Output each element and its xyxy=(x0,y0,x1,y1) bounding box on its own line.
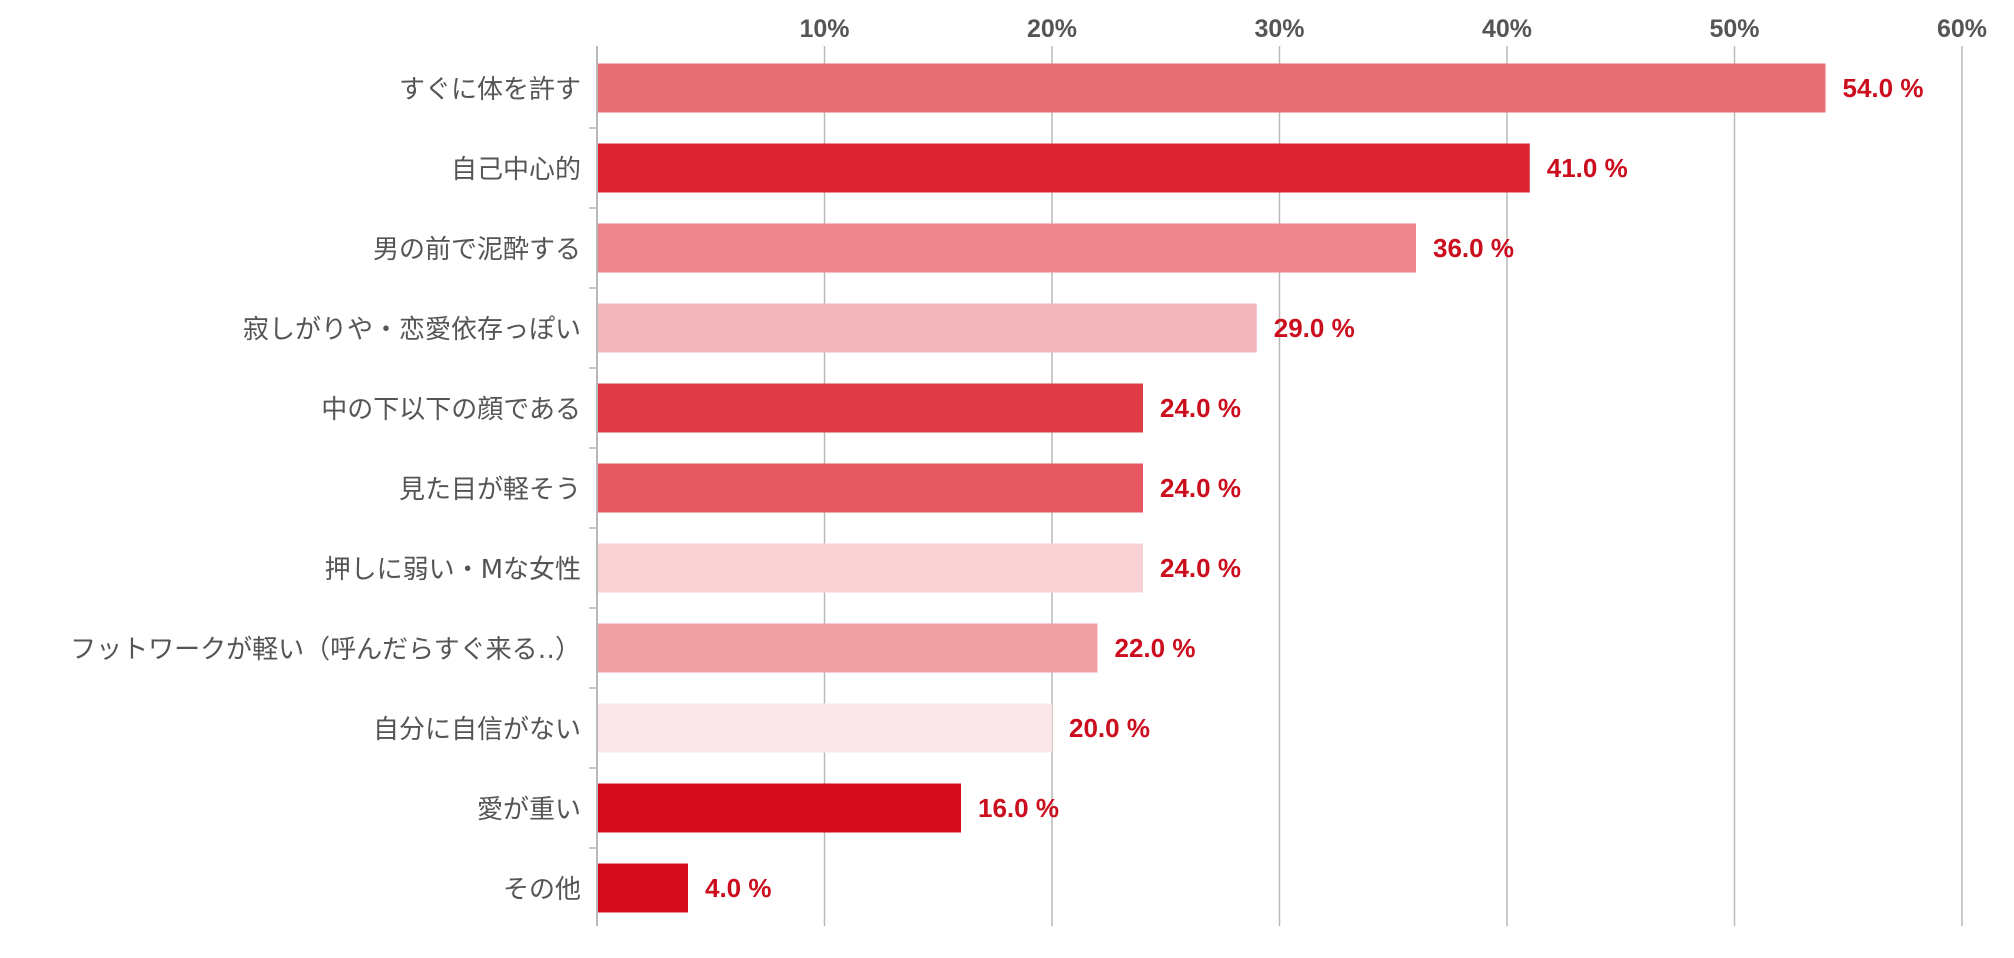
value-label: 36.0 % xyxy=(1433,233,1514,263)
bar xyxy=(598,623,1098,673)
category-label: 中の下以下の顔である xyxy=(321,395,581,425)
value-label: 24.0 % xyxy=(1160,393,1241,423)
x-tick-label: 50% xyxy=(1709,15,1759,43)
x-tick-label: 40% xyxy=(1482,15,1532,43)
bar xyxy=(598,543,1143,593)
x-tick-label: 60% xyxy=(1937,15,1987,43)
value-label: 24.0 % xyxy=(1160,553,1241,583)
value-label: 54.0 % xyxy=(1843,73,1924,103)
category-label: 愛が重い xyxy=(477,795,581,825)
value-label: 4.0 % xyxy=(705,873,772,903)
value-label: 16.0 % xyxy=(978,793,1059,823)
value-label: 29.0 % xyxy=(1274,313,1355,343)
category-label: 押しに弱い・Mな女性 xyxy=(325,555,581,585)
category-label: 自分に自信がない xyxy=(373,715,581,745)
x-tick-label: 20% xyxy=(1027,15,1077,43)
category-label: 寂しがりや・恋愛依存っぽい xyxy=(243,315,581,345)
x-tick-label: 30% xyxy=(1254,15,1304,43)
bar xyxy=(598,223,1416,273)
category-label: すぐに体を許す xyxy=(399,75,581,105)
value-label: 24.0 % xyxy=(1160,473,1241,503)
bar xyxy=(598,143,1530,193)
category-label: 自己中心的 xyxy=(451,155,581,185)
category-label: その他 xyxy=(503,875,581,905)
bar xyxy=(598,703,1052,753)
value-label: 22.0 % xyxy=(1115,633,1196,663)
bar xyxy=(598,463,1143,513)
x-tick-label: 10% xyxy=(799,15,849,43)
category-label: 見た目が軽そう xyxy=(399,475,581,505)
bar xyxy=(598,63,1826,113)
category-label: 男の前で泥酔する xyxy=(373,235,581,265)
category-label: フットワークが軽い（呼んだらすぐ来る‥） xyxy=(70,635,581,665)
bar xyxy=(598,303,1257,353)
bar xyxy=(598,383,1143,433)
value-label: 20.0 % xyxy=(1069,713,1150,743)
value-label: 41.0 % xyxy=(1547,153,1628,183)
bar xyxy=(598,783,961,833)
bar xyxy=(598,863,688,913)
